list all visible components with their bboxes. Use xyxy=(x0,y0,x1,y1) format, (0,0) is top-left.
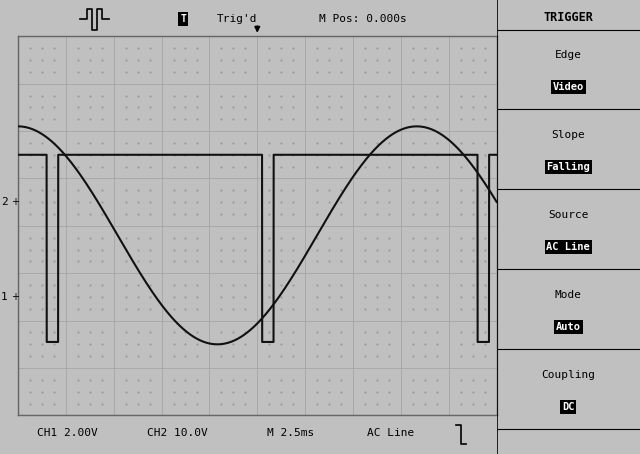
Text: M 2.5ms: M 2.5ms xyxy=(267,428,314,438)
Text: DC: DC xyxy=(562,402,575,412)
Text: 1: 1 xyxy=(1,292,8,302)
Text: Trig'd: Trig'd xyxy=(216,14,257,24)
Text: CH1 2.00V: CH1 2.00V xyxy=(37,428,98,438)
Text: Source: Source xyxy=(548,210,589,220)
Text: +: + xyxy=(11,292,19,302)
Text: Slope: Slope xyxy=(552,130,585,140)
Text: Auto: Auto xyxy=(556,322,581,332)
Text: Edge: Edge xyxy=(555,50,582,60)
Text: T: T xyxy=(180,14,186,24)
Text: AC Line: AC Line xyxy=(547,242,590,252)
Text: Mode: Mode xyxy=(555,290,582,300)
Text: CH2 10.0V: CH2 10.0V xyxy=(147,428,208,438)
Text: M Pos: 0.000s: M Pos: 0.000s xyxy=(319,14,406,24)
Text: Video: Video xyxy=(553,82,584,92)
Text: Coupling: Coupling xyxy=(541,370,595,380)
Text: TRIGGER: TRIGGER xyxy=(543,11,593,25)
Text: Falling: Falling xyxy=(547,162,590,172)
Text: +: + xyxy=(11,197,19,207)
Text: 2: 2 xyxy=(1,197,8,207)
Text: AC Line: AC Line xyxy=(367,428,415,438)
